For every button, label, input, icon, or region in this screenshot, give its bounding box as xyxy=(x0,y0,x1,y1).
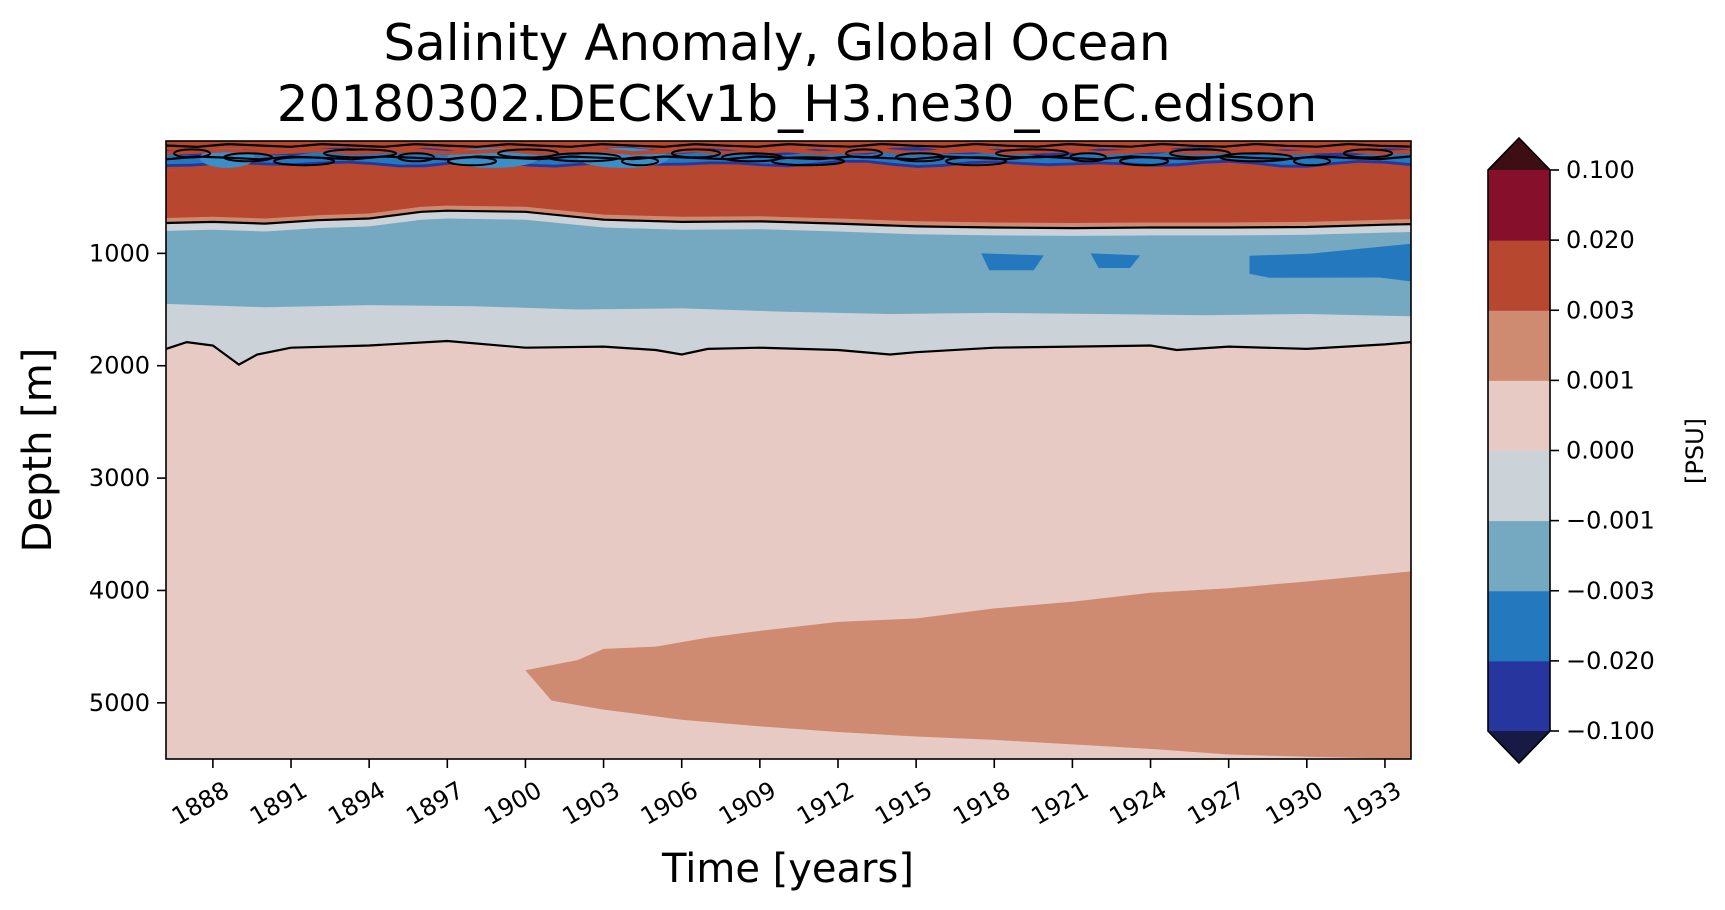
colorbar-segment xyxy=(1488,380,1550,451)
surface-contour-oval xyxy=(1219,152,1294,163)
x-tick-label: 1912 xyxy=(792,776,859,831)
x-tick-label: 1930 xyxy=(1261,776,1328,831)
colorbar-segment xyxy=(1488,590,1550,662)
colorbar-extend-above xyxy=(1488,138,1550,170)
x-axis-label: Time [years] xyxy=(661,846,914,892)
x-tick-label: 1906 xyxy=(636,776,703,831)
colorbar-segment xyxy=(1488,240,1550,311)
surface-contour-oval xyxy=(1069,152,1108,163)
x-axis: 1888 1891 1894 1897 1900 1903 1906 1909 1912 1915… xyxy=(167,759,1406,831)
surface-contour-oval xyxy=(945,156,1008,167)
region-pocket-neg0.02-to-neg0.003 xyxy=(1249,243,1411,282)
surface-contour-oval xyxy=(447,156,498,167)
surface-contour-line xyxy=(166,148,1411,156)
surface-contour-oval xyxy=(771,156,846,167)
colorbar-segment xyxy=(1488,310,1550,381)
colorbar-segment xyxy=(1488,170,1550,241)
surface-contour-oval xyxy=(845,148,884,159)
colorbar-tick-label: 0.020 xyxy=(1566,226,1635,254)
surface-contour-oval xyxy=(273,156,336,167)
colorbar-tick-label: −0.003 xyxy=(1566,577,1655,605)
colorbar-tick-label: 0.003 xyxy=(1566,296,1635,324)
colorbar-tick-label: −0.020 xyxy=(1566,647,1655,675)
surface-contour-oval xyxy=(621,156,660,167)
surface-contour-oval xyxy=(995,148,1070,159)
surface-contour-oval xyxy=(323,148,398,159)
surface-contour-oval xyxy=(895,152,946,163)
x-tick-label: 1918 xyxy=(948,776,1015,831)
x-tick-label: 1927 xyxy=(1183,776,1250,831)
colorbar: 0.100 0.020 0.003 0.001 0.000 −0.001 −0.003 −0.… xyxy=(1487,136,1655,765)
y-tick-label: 3000 xyxy=(89,464,150,492)
y-tick-label: 2000 xyxy=(89,352,150,380)
region-abyssal-0.001-to-0.003 xyxy=(525,571,1411,759)
x-tick-label: 1924 xyxy=(1105,776,1172,831)
surface-contour-oval xyxy=(671,148,722,159)
colorbar-tick-label: 0.100 xyxy=(1566,156,1635,184)
colorbar-tick-label: 0.000 xyxy=(1566,437,1635,465)
surface-contour-oval xyxy=(223,152,274,163)
colorbar-tick-label: −0.100 xyxy=(1566,717,1655,745)
colorbar-extend-below xyxy=(1488,731,1550,763)
plot-area xyxy=(166,141,1411,759)
x-tick-label: 1921 xyxy=(1027,776,1094,831)
colorbar-segment xyxy=(1488,450,1550,522)
region-pocket-neg0.02-to-neg0.003 xyxy=(981,253,1044,271)
y-axis-label: Depth [m] xyxy=(15,348,61,553)
region-blue-neg0.003-to-neg0.001 xyxy=(166,218,1411,317)
surface-contour-oval xyxy=(1293,156,1332,167)
colorbar-label: [PSU] xyxy=(1681,418,1709,484)
surface-contour-oval xyxy=(1343,148,1394,159)
x-tick-label: 1900 xyxy=(480,776,547,831)
plot-frame xyxy=(165,140,1412,760)
x-tick-label: 1891 xyxy=(245,776,312,831)
chart-title-line1: Salinity Anomaly, Global Ocean xyxy=(383,14,1170,72)
surface-contour-line xyxy=(166,142,1411,149)
y-tick-label: 5000 xyxy=(89,689,150,717)
region-pocket-neg0.02-to-neg0.003 xyxy=(1090,253,1141,268)
colorbar-tick-label: 0.001 xyxy=(1566,366,1635,394)
x-tick-label: 1915 xyxy=(870,776,937,831)
chart-title-line2: 20180302.DECKv1b_H3.ne30_oEC.edison xyxy=(277,75,1317,133)
x-tick-label: 1888 xyxy=(167,776,234,831)
lower-zero-contour xyxy=(166,339,1411,366)
y-tick-label: 1000 xyxy=(89,239,150,267)
colorbar-segment xyxy=(1488,660,1550,732)
x-tick-label: 1897 xyxy=(401,776,468,831)
upper-zero-contour xyxy=(166,209,1411,230)
colorbar-segment xyxy=(1488,520,1550,592)
x-tick-label: 1894 xyxy=(323,776,390,831)
x-tick-label: 1909 xyxy=(714,776,781,831)
surface-contour-oval xyxy=(173,148,212,159)
surface-contour-oval xyxy=(547,152,622,163)
x-tick-label: 1933 xyxy=(1339,776,1406,831)
y-axis: 1000 2000 3000 4000 5000 xyxy=(89,239,166,717)
x-tick-label: 1903 xyxy=(558,776,625,831)
surface-contour-oval xyxy=(397,152,436,163)
region-warm-0.003-to-0.02 xyxy=(166,166,1411,223)
y-tick-label: 4000 xyxy=(89,576,150,604)
colorbar-tick-label: −0.001 xyxy=(1566,507,1655,535)
surface-contour-oval xyxy=(1119,156,1170,167)
